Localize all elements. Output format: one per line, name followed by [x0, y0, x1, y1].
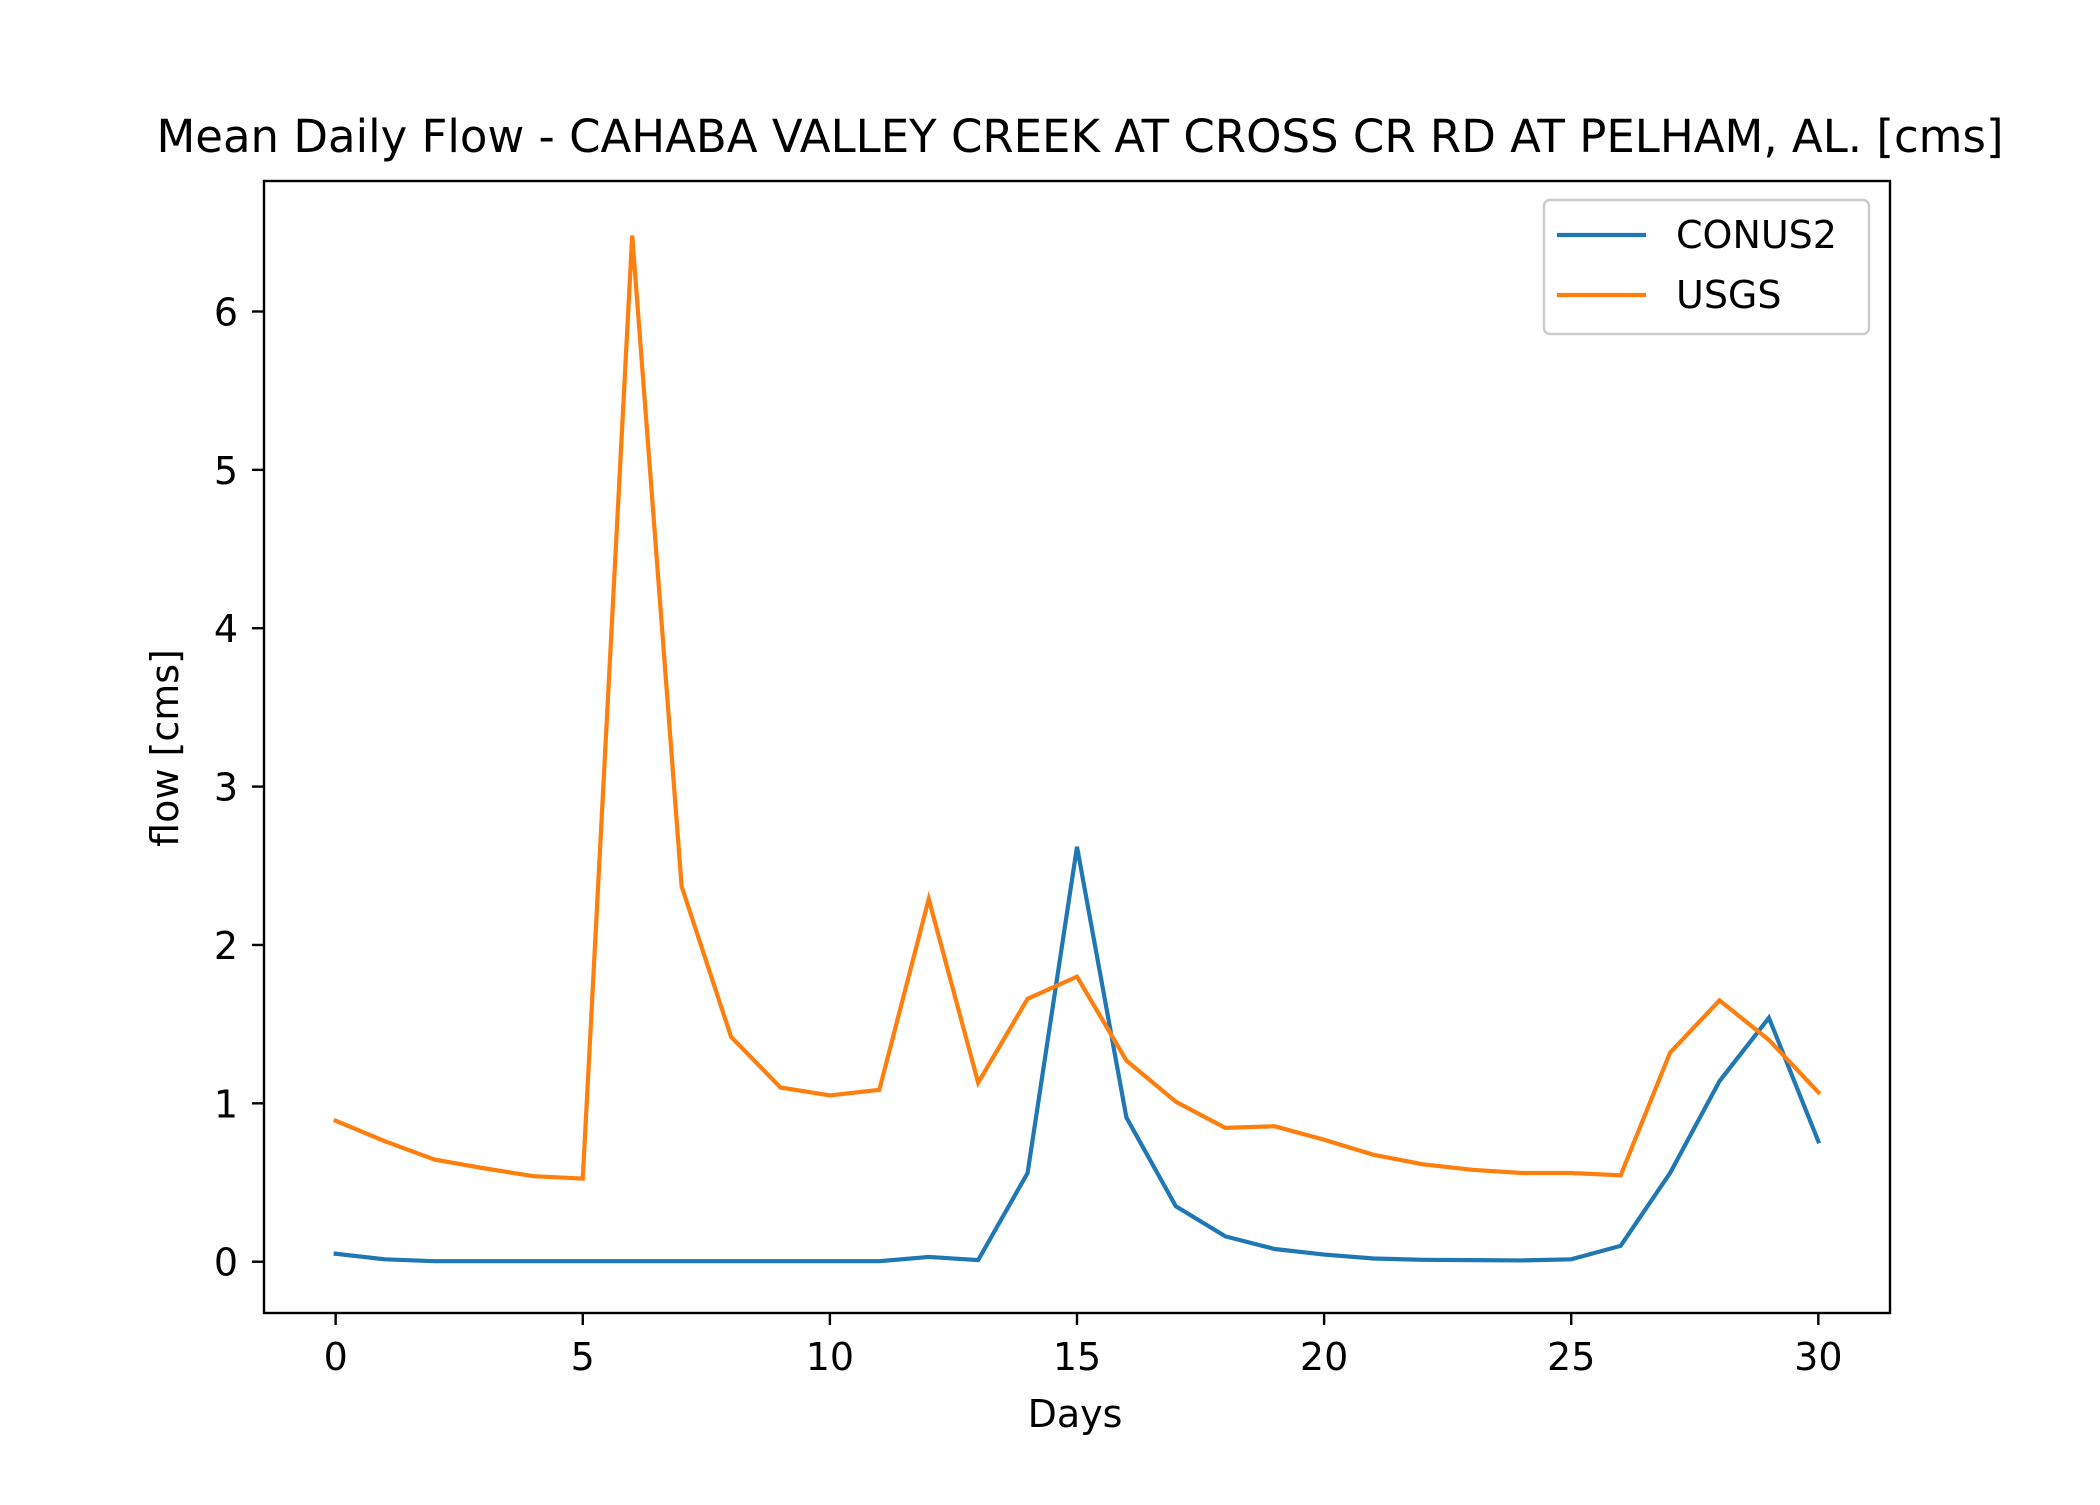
legend-label-conus2: CONUS2	[1676, 213, 1837, 257]
chart-title: Mean Daily Flow - CAHABA VALLEY CREEK AT…	[156, 110, 2003, 163]
y-tick-label: 5	[214, 449, 238, 493]
y-tick-label: 3	[214, 766, 238, 810]
plot-frame	[262, 179, 1892, 1315]
plot-area: 0 5 10 15 20 25 30 0 1 2 3 4 5 6	[214, 179, 1892, 1379]
series-line-usgs	[332, 235, 1822, 1181]
y-tick-label: 4	[214, 607, 238, 651]
x-tick-label: 25	[1547, 1335, 1595, 1379]
y-tick-label: 0	[214, 1241, 238, 1285]
y-tick-label: 2	[214, 924, 238, 968]
x-tick-label: 30	[1794, 1335, 1842, 1379]
series-line-conus2	[333, 846, 1822, 1264]
x-tick-label: 15	[1053, 1335, 1101, 1379]
x-tick-label: 0	[324, 1335, 348, 1379]
x-tick-label: 10	[806, 1335, 854, 1379]
y-axis-label: flow [cms]	[143, 649, 187, 847]
y-tick-label: 1	[214, 1082, 238, 1126]
legend: CONUS2 USGS	[1542, 198, 1871, 336]
x-tick-label: 5	[571, 1335, 595, 1379]
x-axis-label: Days	[1028, 1392, 1123, 1436]
x-tick-label: 20	[1300, 1335, 1348, 1379]
y-tick-label: 6	[214, 290, 238, 334]
legend-label-usgs: USGS	[1676, 273, 1782, 317]
